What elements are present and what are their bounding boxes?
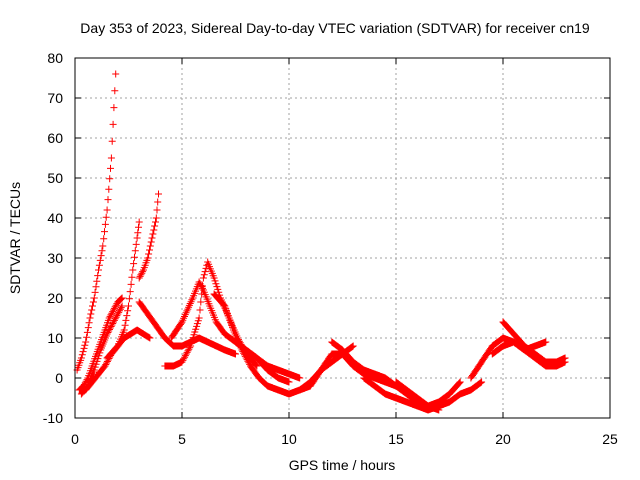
data-points bbox=[73, 70, 569, 414]
series-track-17 bbox=[499, 318, 569, 366]
x-tick-labels: 0 5 10 15 20 25 bbox=[71, 431, 618, 447]
y-tick-label: 80 bbox=[47, 50, 63, 66]
series-track-11 bbox=[232, 338, 304, 382]
chart-title: Day 353 of 2023, Sidereal Day-to-day VTE… bbox=[80, 20, 590, 36]
series-track-1 bbox=[73, 70, 120, 374]
x-tick-label: 20 bbox=[495, 431, 511, 447]
series-markers bbox=[232, 338, 304, 382]
y-tick-label: 10 bbox=[47, 330, 63, 346]
series-track-18 bbox=[488, 338, 569, 370]
x-tick-label: 5 bbox=[178, 431, 186, 447]
series-track-6 bbox=[135, 190, 162, 282]
series-markers bbox=[135, 190, 162, 282]
x-tick-label: 10 bbox=[281, 431, 297, 447]
series-markers bbox=[73, 70, 120, 374]
y-tick-label: 60 bbox=[47, 130, 63, 146]
series-markers bbox=[488, 338, 569, 370]
plot-frame bbox=[74, 57, 611, 419]
y-tick-label: 0 bbox=[55, 370, 63, 386]
y-tick-labels: -10 0 10 20 30 40 50 60 70 80 bbox=[43, 50, 63, 426]
y-tick-label: 20 bbox=[47, 290, 63, 306]
x-tick-label: 15 bbox=[388, 431, 404, 447]
y-tick-label: 50 bbox=[47, 170, 63, 186]
y-axis-label: SDTVAR / TECUs bbox=[7, 182, 23, 294]
y-tick-label: 30 bbox=[47, 250, 63, 266]
series-track-14 bbox=[360, 374, 486, 414]
series-markers bbox=[392, 378, 464, 410]
series-markers bbox=[103, 218, 143, 362]
series-track-15 bbox=[392, 378, 464, 410]
grid-lines bbox=[75, 58, 610, 418]
x-tick-label: 0 bbox=[71, 431, 79, 447]
series-markers bbox=[499, 318, 569, 366]
x-tick-label: 25 bbox=[602, 431, 618, 447]
x-axis-label: GPS time / hours bbox=[289, 457, 396, 473]
y-tick-label: 70 bbox=[47, 90, 63, 106]
series-track-5 bbox=[103, 218, 143, 362]
y-tick-label: 40 bbox=[47, 210, 63, 226]
y-tick-label: -10 bbox=[43, 410, 63, 426]
series-markers bbox=[360, 374, 486, 414]
